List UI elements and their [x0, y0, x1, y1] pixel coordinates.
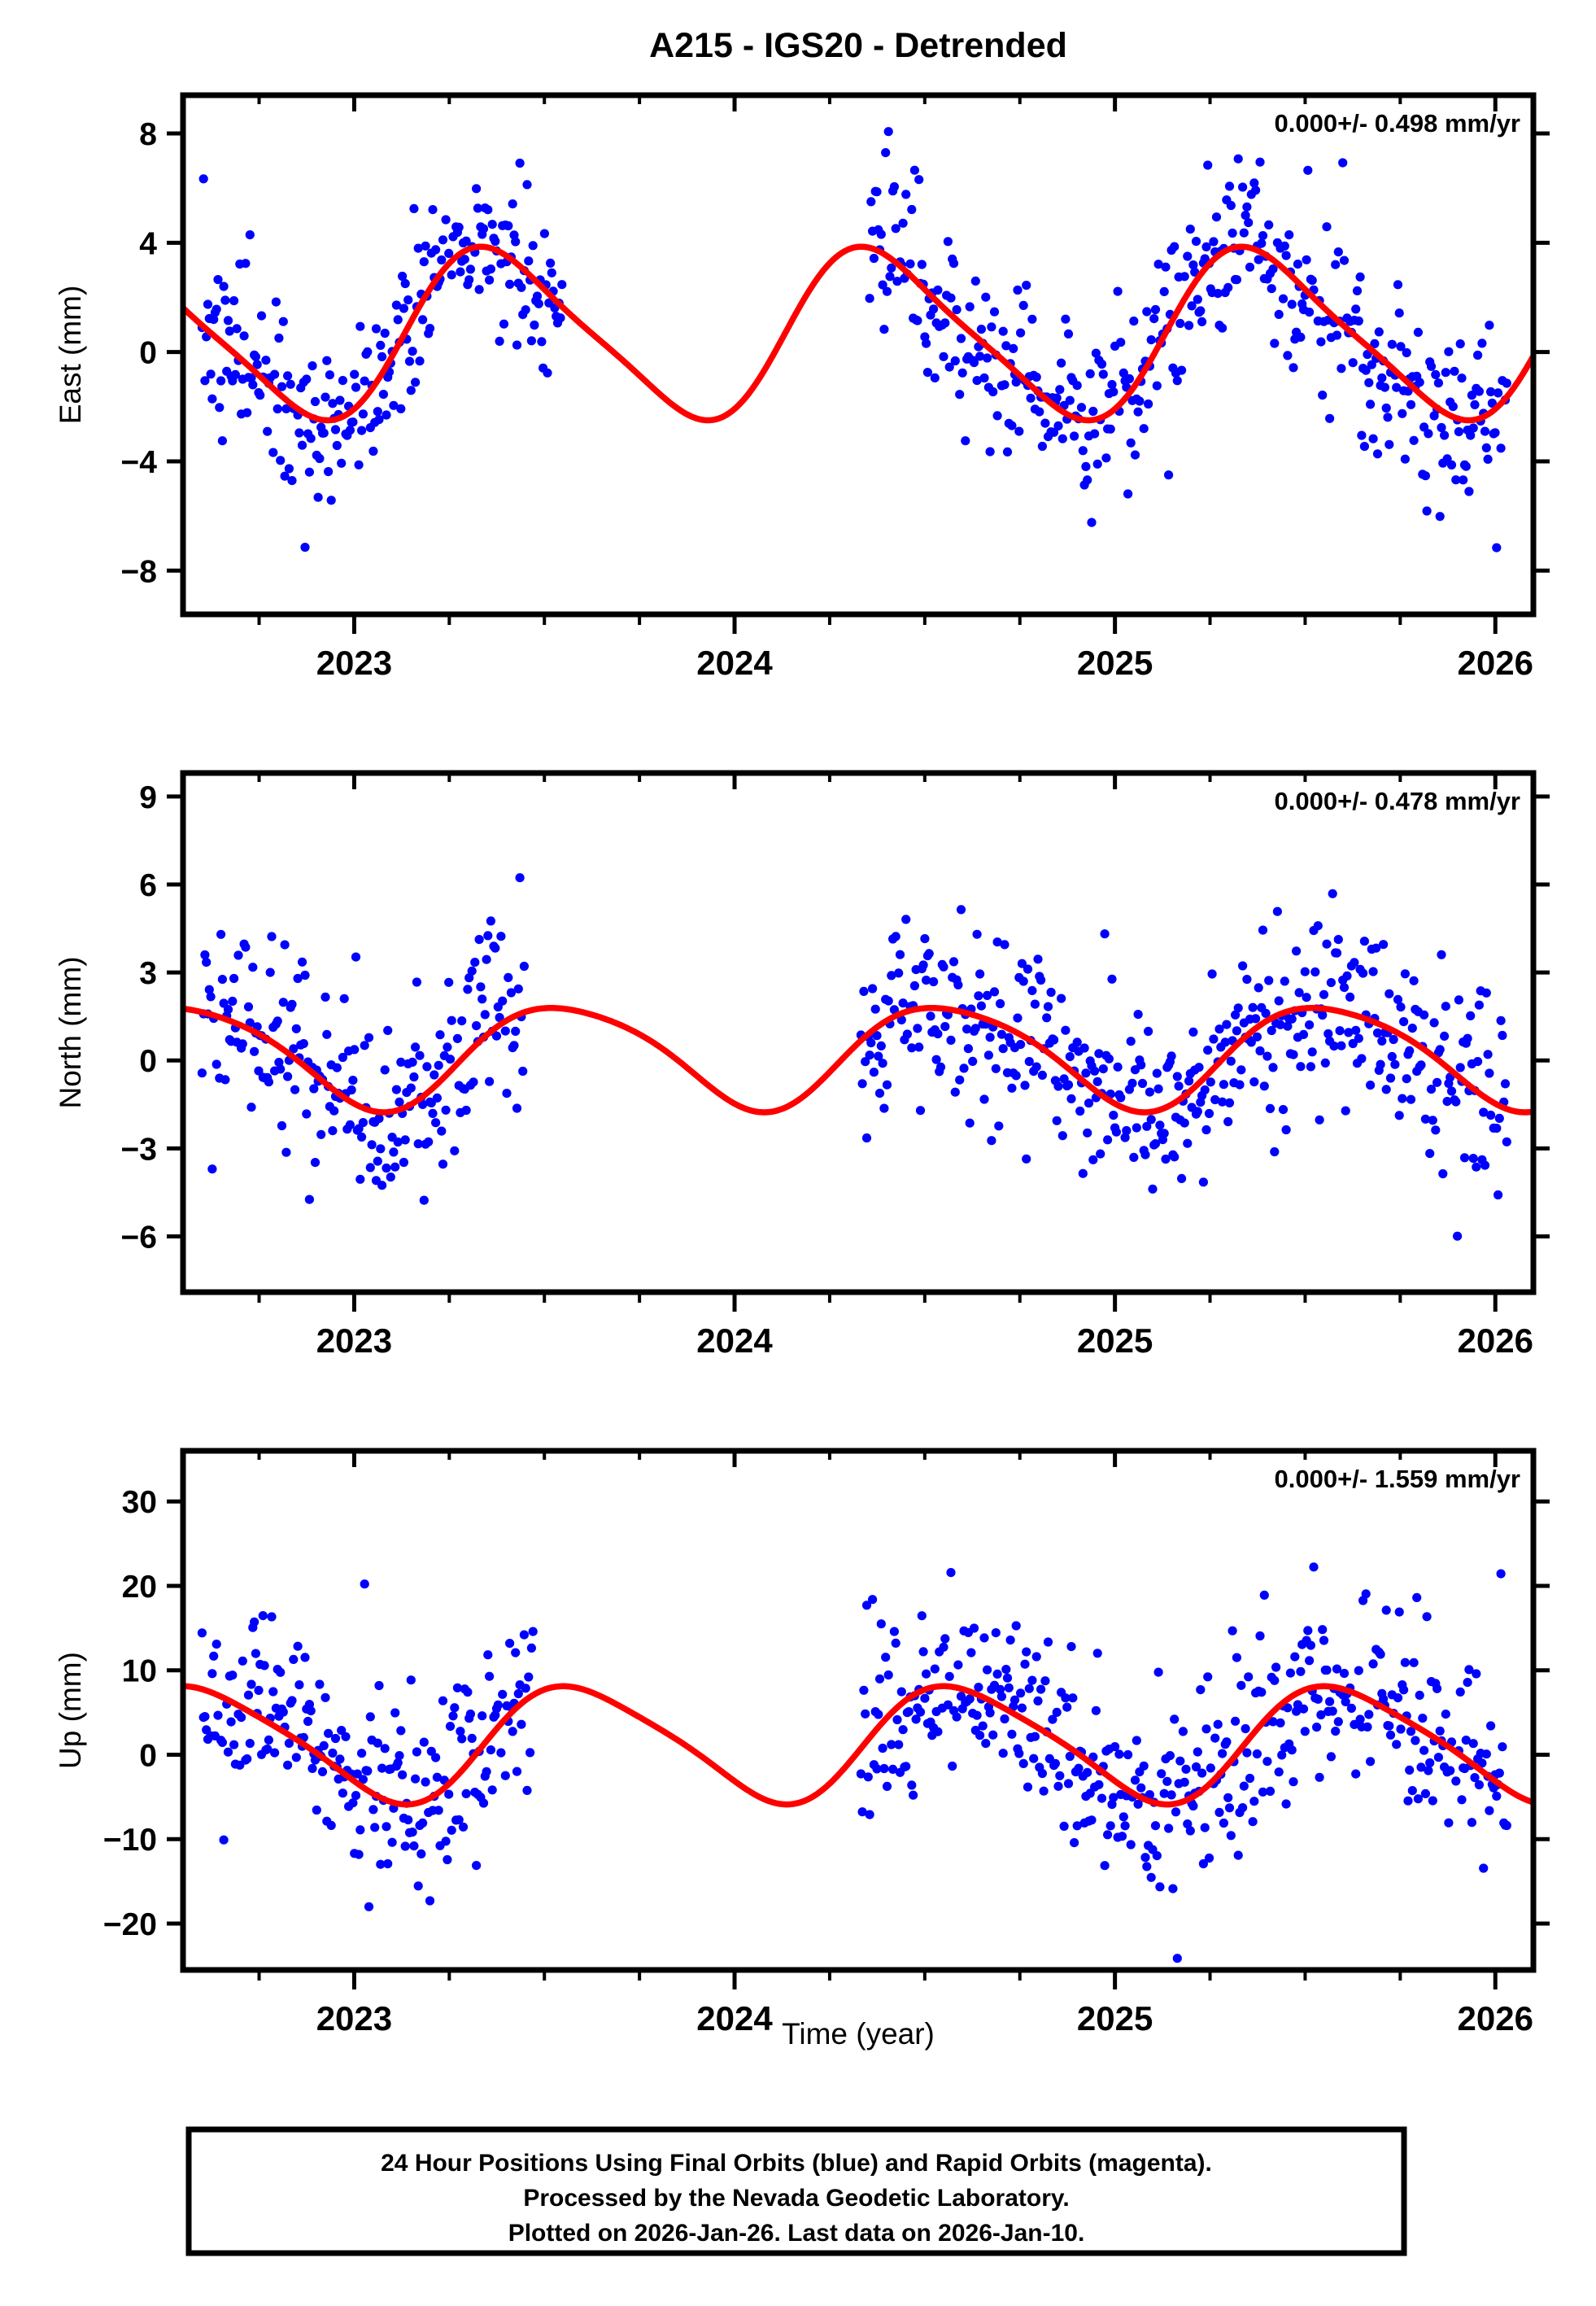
y-tick-label: −4	[121, 445, 158, 480]
y-axis-label-up: Up (mm)	[54, 1652, 87, 1769]
plot-area-east	[183, 127, 1533, 552]
scatter-points-north	[197, 873, 1511, 1241]
y-tick-label: 30	[122, 1485, 157, 1520]
caption-box	[185, 2126, 1407, 2256]
y-tick-label: 8	[139, 117, 157, 152]
y-tick-label: 4	[139, 226, 157, 261]
rate-annotation-north: 0.000+/- 0.478 mm/yr	[1275, 787, 1520, 815]
y-tick-label: 20	[122, 1570, 157, 1605]
y-tick-label: −6	[121, 1221, 157, 1256]
x-tick-label: 2026	[1458, 644, 1533, 682]
x-tick-label: 2023	[316, 644, 392, 682]
x-tick-label: 2024	[696, 1999, 773, 2037]
x-tick-label: 2024	[696, 644, 773, 682]
x-tick-label: 2025	[1077, 644, 1153, 682]
x-tick-label: 2026	[1458, 1999, 1533, 2037]
plot-area-up	[183, 1562, 1533, 1963]
caption-line-3: Plotted on 2026-Jan-26. Last data on 202…	[508, 2220, 1085, 2247]
chart-panel-east: 8 4 0 −4 −8 2023 2024 2025 2026 East (mm) 0.000+/-…	[54, 92, 1550, 682]
y-tick-label: −10	[103, 1823, 157, 1858]
caption-line-1: 24 Hour Positions Using Final Orbits (bl…	[381, 2150, 1212, 2177]
y-tick-label: 3	[139, 956, 157, 991]
x-tick-label: 2023	[316, 1999, 392, 2037]
y-tick-label: 0	[139, 1044, 157, 1079]
x-axis-label: Time (year)	[782, 2017, 935, 2051]
y-tick-label: 0	[139, 1738, 157, 1773]
chart-panel-north: 9 6 3 0 −3 −6 2023 2024 2025 2026 North (mm) 0.000+…	[54, 770, 1550, 1360]
y-tick-label: −3	[121, 1132, 157, 1167]
chart-panel-up: 30 20 10 0 −10 −20 2023 2024 2025 2026 Up (mm) 0.00…	[54, 1448, 1550, 2037]
scatter-points-east	[197, 127, 1511, 552]
rate-annotation-east: 0.000+/- 0.498 mm/yr	[1275, 109, 1520, 138]
x-tick-label: 2025	[1077, 1999, 1153, 2037]
y-axis-label-north: North (mm)	[54, 956, 87, 1108]
y-tick-label: 0	[139, 336, 157, 371]
plot-area-north	[183, 873, 1533, 1241]
y-tick-label: 6	[139, 868, 157, 903]
x-tick-label: 2025	[1077, 1321, 1153, 1360]
y-axis-label-east: East (mm)	[54, 286, 87, 425]
panel-group: 8 4 0 −4 −8 2023 2024 2025 2026 East (mm) 0.000+/-…	[54, 92, 1550, 2037]
y-tick-label: 10	[122, 1654, 157, 1689]
y-tick-label: −8	[121, 554, 157, 589]
page-title: A215 - IGS20 - Detrended	[649, 26, 1067, 65]
x-tick-label: 2026	[1458, 1321, 1533, 1360]
y-tick-label: −20	[103, 1907, 157, 1942]
caption-line-2: Processed by the Nevada Geodetic Laborat…	[523, 2185, 1069, 2212]
x-tick-label: 2023	[316, 1321, 392, 1360]
y-tick-label: 9	[139, 780, 157, 815]
rate-annotation-up: 0.000+/- 1.559 mm/yr	[1275, 1465, 1520, 1493]
x-tick-label: 2024	[696, 1321, 773, 1360]
